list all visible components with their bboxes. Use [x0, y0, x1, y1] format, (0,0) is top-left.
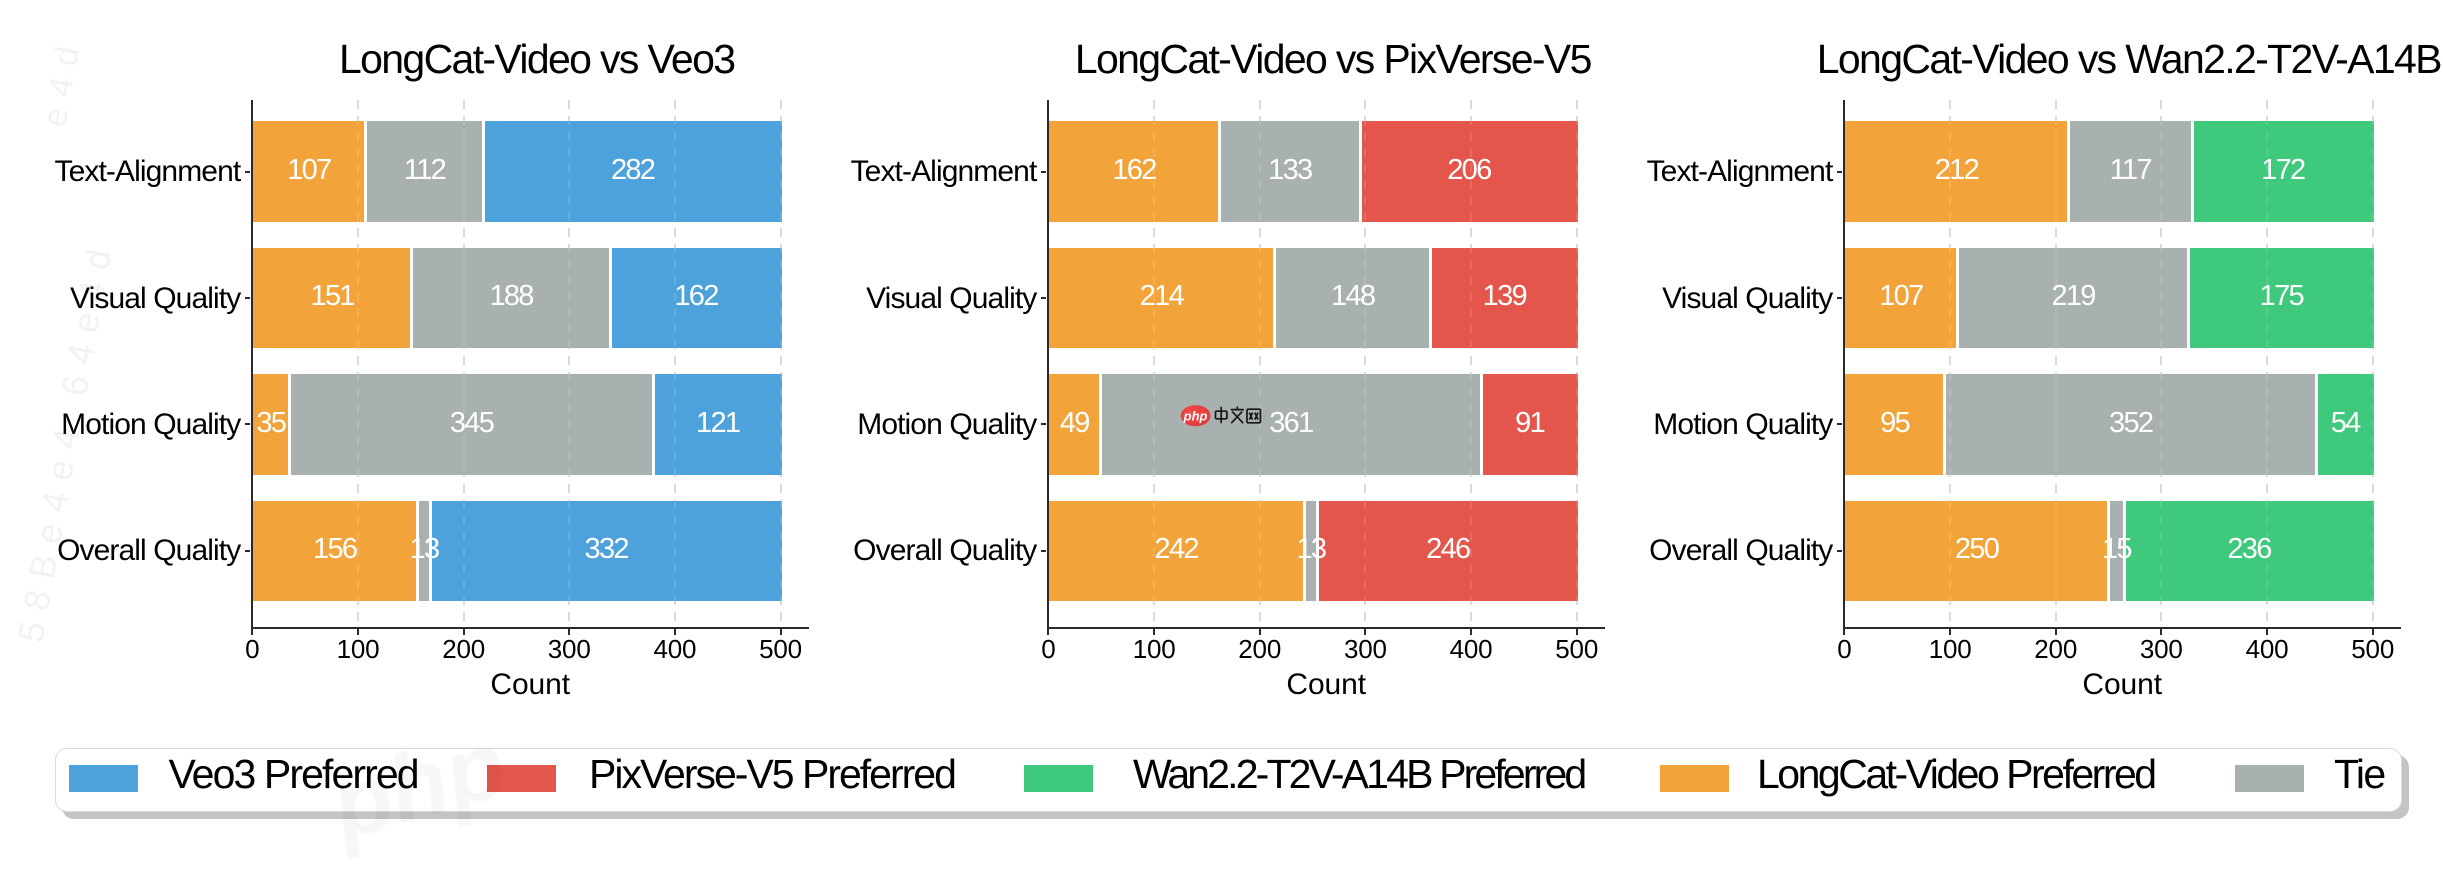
svg-text:php: php: [1183, 409, 1208, 424]
